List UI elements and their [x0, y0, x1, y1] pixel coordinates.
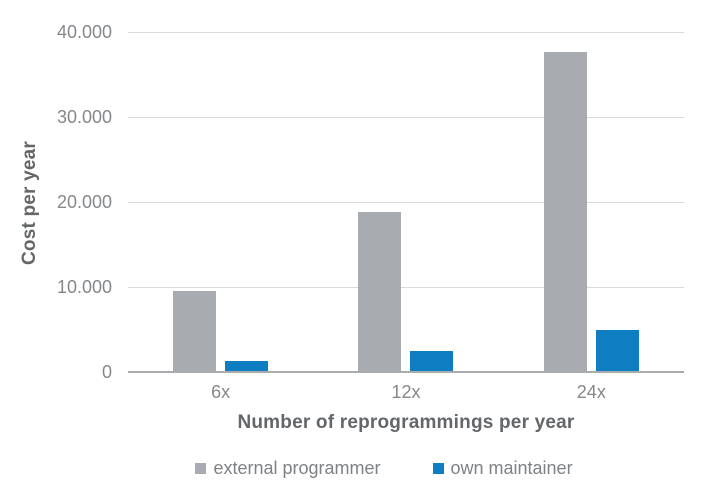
legend-item-external-programmer: external programmer [195, 458, 381, 479]
legend-label: own maintainer [450, 458, 573, 478]
y-tick-label: 0 [101, 362, 112, 382]
x-axis-title: Number of reprogrammings per year [237, 412, 575, 433]
bar-own-maintainer-12x [410, 351, 454, 371]
bar-external-programmer-12x [358, 212, 402, 371]
bar-own-maintainer-24x [595, 330, 639, 371]
legend-swatch-icon [195, 463, 207, 474]
legend-item-own-maintainer: own maintainer [432, 458, 573, 479]
plot-area [128, 32, 684, 373]
bar-external-programmer-6x [173, 291, 217, 371]
x-tick-label: 6x [211, 382, 231, 402]
bar-group-6x [128, 32, 313, 371]
bar-group-12x [313, 32, 498, 371]
bar-groups [128, 32, 684, 371]
y-tick-label: 20.000 [56, 192, 112, 212]
y-tick-label: 40.000 [56, 22, 112, 42]
gridline [128, 117, 684, 118]
legend-swatch-icon [432, 463, 444, 474]
y-tick-label: 10.000 [56, 277, 112, 297]
x-tick-labels: 6x 12x 24x [128, 382, 684, 403]
gridline [128, 32, 684, 33]
bar-own-maintainer-6x [225, 361, 269, 371]
y-tick-label: 30.000 [56, 107, 112, 127]
gridline [128, 202, 684, 203]
x-tick-label: 12x [391, 382, 421, 402]
legend-label: external programmer [213, 458, 381, 478]
x-tick-label: 24x [576, 382, 606, 402]
bar-external-programmer-24x [543, 52, 587, 371]
bar-group-24x [499, 32, 684, 371]
gridline [128, 287, 684, 288]
legend: external programmer own maintainer [24, 458, 720, 479]
